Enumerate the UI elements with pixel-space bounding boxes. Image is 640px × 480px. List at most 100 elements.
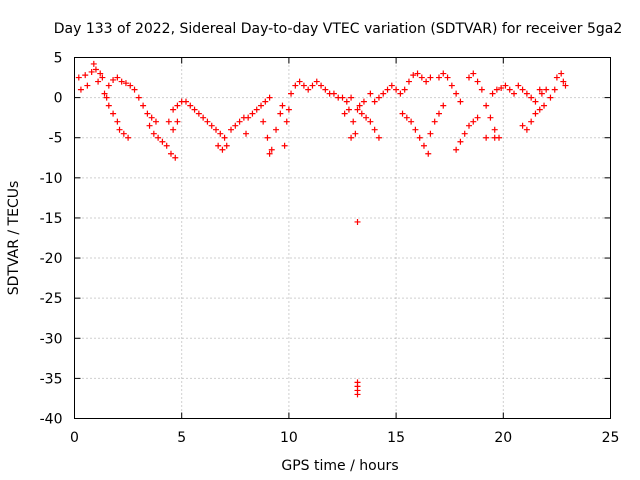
data-point [296, 78, 303, 85]
data-point [427, 74, 434, 81]
data-point [144, 110, 151, 117]
data-point [457, 98, 464, 105]
data-point [266, 150, 273, 157]
y-tick-label: -20 [40, 251, 63, 267]
data-point [536, 86, 543, 93]
data-point [120, 130, 127, 137]
data-point [182, 98, 189, 105]
data-point [339, 94, 346, 101]
data-point [453, 90, 460, 97]
data-point [489, 90, 496, 97]
data-point [506, 86, 513, 93]
data-points [75, 60, 569, 398]
data-point [420, 142, 427, 149]
data-point [551, 86, 558, 93]
data-point [249, 110, 256, 117]
data-point [345, 106, 352, 113]
data-point [155, 134, 162, 141]
data-point [478, 86, 485, 93]
data-point [170, 126, 177, 133]
y-tick-label: -5 [49, 131, 63, 147]
data-point [431, 118, 438, 125]
data-point [543, 86, 550, 93]
data-point [474, 78, 481, 85]
data-point [453, 146, 460, 153]
data-point [146, 122, 153, 129]
data-point [95, 78, 102, 85]
data-point [204, 118, 211, 125]
data-point [264, 134, 271, 141]
data-point [532, 98, 539, 105]
data-point [105, 102, 112, 109]
data-point [285, 106, 292, 113]
data-point [399, 110, 406, 117]
data-point [423, 78, 430, 85]
y-tick-label: -10 [40, 171, 63, 187]
data-point [457, 138, 464, 145]
data-point [103, 94, 110, 101]
y-tick-label: 5 [54, 51, 63, 67]
data-point [515, 82, 522, 89]
data-point [348, 94, 355, 101]
data-point [152, 118, 159, 125]
data-point [465, 122, 472, 129]
data-point [414, 70, 421, 77]
x-tick-label: 0 [70, 430, 79, 446]
data-point [135, 94, 142, 101]
data-point [435, 74, 442, 81]
data-point [110, 110, 117, 117]
data-point [217, 130, 224, 137]
axis-ticks: 0 5 10 15 20 25 5 0 -5 -10 -15 -20 -25 -30 -35 -40 [40, 51, 620, 447]
data-point [228, 126, 235, 133]
data-point [174, 118, 181, 125]
data-point [187, 102, 194, 109]
data-point [84, 82, 91, 89]
data-point [165, 118, 172, 125]
y-tick-label: -30 [40, 331, 63, 347]
data-point [313, 78, 320, 85]
data-point [511, 90, 518, 97]
data-point [174, 102, 181, 109]
data-point [558, 70, 565, 77]
data-point [200, 114, 207, 121]
data-point [538, 90, 545, 97]
data-point [491, 126, 498, 133]
data-point [110, 76, 117, 83]
data-point [77, 86, 84, 93]
data-point [425, 150, 432, 157]
data-point [412, 126, 419, 133]
data-point [105, 82, 112, 89]
data-point [150, 130, 157, 137]
data-point [403, 114, 410, 121]
data-point [483, 134, 490, 141]
data-point [232, 122, 239, 129]
data-point [292, 82, 299, 89]
data-point [375, 94, 382, 101]
x-tick-label: 5 [177, 430, 186, 446]
data-point [360, 98, 367, 105]
data-point [221, 134, 228, 141]
data-point [258, 102, 265, 109]
data-point [262, 98, 269, 105]
data-point [350, 118, 357, 125]
data-point [367, 90, 374, 97]
data-point [444, 74, 451, 81]
data-point [122, 80, 129, 87]
data-point [163, 142, 170, 149]
data-point [99, 74, 106, 81]
x-tick-label: 20 [494, 430, 512, 446]
data-point [236, 118, 243, 125]
data-point [245, 114, 252, 121]
data-point [483, 102, 490, 109]
data-point [75, 74, 82, 81]
data-point [502, 82, 509, 89]
data-point [465, 74, 472, 81]
data-point [268, 146, 275, 153]
data-point [536, 106, 543, 113]
data-point [283, 118, 290, 125]
data-point [243, 130, 250, 137]
data-point [470, 70, 477, 77]
data-point [358, 110, 365, 117]
data-point [393, 86, 400, 93]
